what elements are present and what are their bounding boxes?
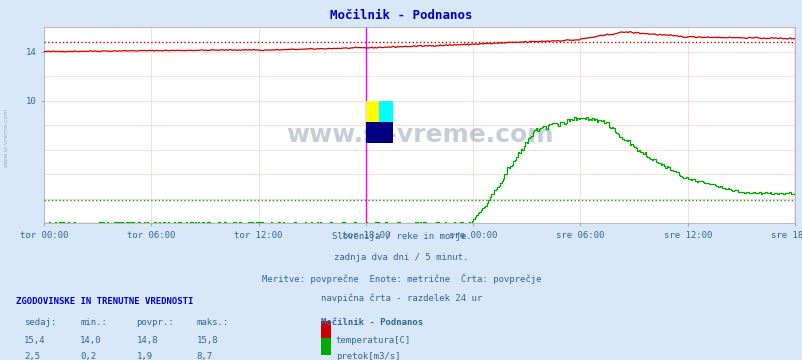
Text: ZGODOVINSKE IN TRENUTNE VREDNOSTI: ZGODOVINSKE IN TRENUTNE VREDNOSTI xyxy=(16,297,193,306)
Text: 2,5: 2,5 xyxy=(24,352,40,360)
Text: 0,2: 0,2 xyxy=(80,352,96,360)
Text: Močilnik - Podnanos: Močilnik - Podnanos xyxy=(330,9,472,22)
Text: 1,9: 1,9 xyxy=(136,352,152,360)
Text: maks.:: maks.: xyxy=(196,318,229,327)
Text: temperatura[C]: temperatura[C] xyxy=(335,336,411,345)
Text: 14,8: 14,8 xyxy=(136,336,158,345)
Text: Meritve: povprečne  Enote: metrične  Črta: povprečje: Meritve: povprečne Enote: metrične Črta:… xyxy=(261,273,541,284)
Text: pretok[m3/s]: pretok[m3/s] xyxy=(335,352,399,360)
Text: Slovenija / reke in morje.: Slovenija / reke in morje. xyxy=(331,232,471,241)
Text: navpična črta - razdelek 24 ur: navpična črta - razdelek 24 ur xyxy=(321,294,481,303)
Bar xyxy=(379,100,392,122)
Text: zadnja dva dni / 5 minut.: zadnja dva dni / 5 minut. xyxy=(334,253,468,262)
Text: Močilnik - Podnanos: Močilnik - Podnanos xyxy=(321,318,423,327)
Text: min.:: min.: xyxy=(80,318,107,327)
Text: sedaj:: sedaj: xyxy=(24,318,56,327)
Text: www.si-vreme.com: www.si-vreme.com xyxy=(4,107,9,167)
Text: povpr.:: povpr.: xyxy=(136,318,174,327)
Text: 14,0: 14,0 xyxy=(80,336,102,345)
Bar xyxy=(366,122,392,144)
Text: 15,4: 15,4 xyxy=(24,336,46,345)
Text: 15,8: 15,8 xyxy=(196,336,218,345)
Bar xyxy=(366,100,379,122)
Text: www.si-vreme.com: www.si-vreme.com xyxy=(286,123,553,147)
Text: 8,7: 8,7 xyxy=(196,352,213,360)
